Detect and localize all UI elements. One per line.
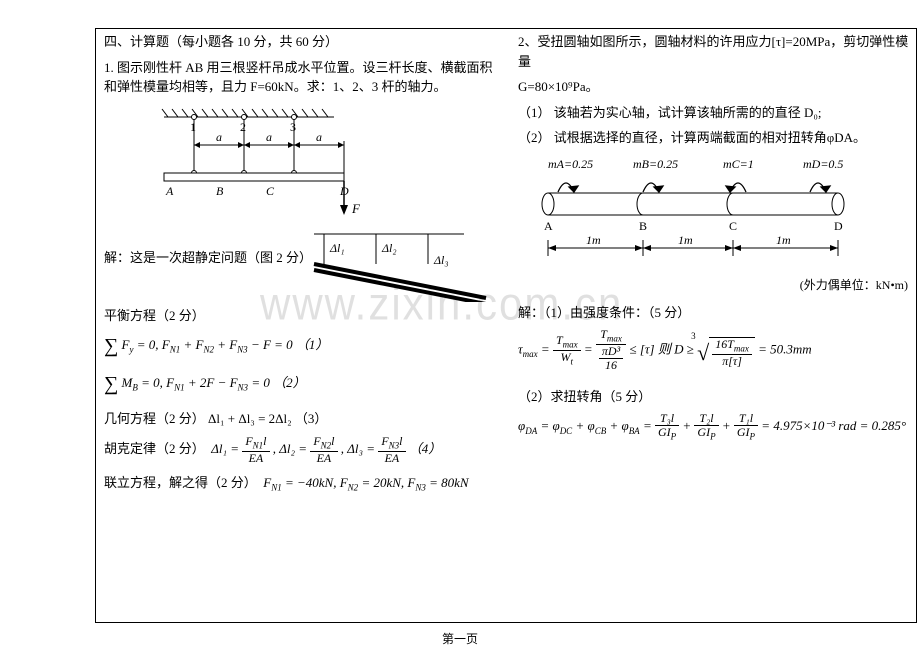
problem-1-text: 1. 图示刚性杆 AB 用三根竖杆吊成水平位置。设三杆长度、横截面积和弹性模量均… <box>104 58 504 97</box>
result-line: 联立方程，解之得（2 分） FN1 = −40kN, FN2 = 20kN, F… <box>104 473 504 495</box>
strength-eq: τmax = TmaxWt = TmaxπD³16 ≤ [τ] 则 D ≥ 3√… <box>518 328 918 373</box>
equilibrium-title: 平衡方程（2 分） <box>104 306 504 326</box>
sol-part1: 解：（1）由强度条件：（5 分） <box>518 303 918 323</box>
section-heading: 四、计算题（每小题各 10 分，共 60 分） <box>104 32 504 52</box>
question-1: （1） 该轴若为实心轴，试计算该轴所需的的直径 D₀; <box>518 103 918 123</box>
shaft-D: D <box>834 219 843 233</box>
dim-1m-3: 1m <box>776 233 791 247</box>
shaft-B: B <box>639 219 647 233</box>
figure-shaft-svg: mA=0.25 mB=0.25 mC=1 mD=0.5 A B C D <box>518 156 908 276</box>
eq-2: ∑ MB = 0, FN1 + 2F − FN3 = 0 （2） <box>104 369 504 399</box>
dl3-label: Δl₃ <box>433 253 449 267</box>
figure-1: 1 2 3 a a a A B C D F <box>144 103 504 218</box>
shaft-C: C <box>729 219 737 233</box>
dim-1m-1: 1m <box>586 233 601 247</box>
rod-2-label: 2 <box>240 120 246 134</box>
hooke-eq: 胡克定律（2 分） Δl₁ = FN1lEA , Δl₂ = FN2lEA , … <box>104 435 504 465</box>
page-footer: 第一页 <box>0 630 920 647</box>
point-B: B <box>216 184 224 198</box>
point-C: C <box>266 184 275 198</box>
dim-1m-2: 1m <box>678 233 693 247</box>
rod-3-label: 3 <box>290 120 296 134</box>
question-2: （2） 试根据选择的直径，计算两端截面的相对扭转角φDA。 <box>518 128 918 148</box>
mC-label: mC=1 <box>723 157 754 171</box>
dl1-label: Δl₁ <box>329 241 345 255</box>
mD-label: mD=0.5 <box>803 157 843 171</box>
unit-note: (外力偶单位：kN•m) <box>518 276 918 293</box>
point-A: A <box>165 184 174 198</box>
figure-2-svg: Δl₁ Δl₂ Δl₃ <box>294 220 504 302</box>
shaft-A: A <box>544 219 553 233</box>
dim-a3: a <box>316 130 322 144</box>
mB-label: mB=0.25 <box>633 157 678 171</box>
point-D: D <box>339 184 349 198</box>
sol-part2: （2）求扭转角（5 分） <box>518 387 918 407</box>
geom-eq: 几何方程（2 分） Δl₁ + Δl₃ = 2Δl₂ （3） <box>104 409 504 429</box>
problem-2-text-a: 2、受扭圆轴如图所示，圆轴材料的许用应力[τ]=20MPa，剪切弹性模量 <box>518 32 918 71</box>
figure-1-svg: 1 2 3 a a a A B C D F <box>144 103 374 218</box>
dl2-label: Δl₂ <box>381 241 397 255</box>
angle-eq: φDA = φDC + φCB + φBA = T₃lGIP + T₂lGIP … <box>518 412 918 442</box>
dim-a2: a <box>266 130 272 144</box>
mA-label: mA=0.25 <box>548 157 593 171</box>
solution-intro: 解：这是一次超静定问题（图 2 分） <box>104 248 312 268</box>
problem-2-text-b: G=80×10⁹Pa。 <box>518 77 918 97</box>
left-column: 四、计算题（每小题各 10 分，共 60 分） 1. 图示刚性杆 AB 用三根竖… <box>104 32 504 501</box>
eq-1: ∑ Fy = 0, FN1 + FN2 + FN3 − F = 0 （1） <box>104 331 504 361</box>
figure-shaft: mA=0.25 mB=0.25 mC=1 mD=0.5 A B C D <box>518 156 918 293</box>
right-column: 2、受扭圆轴如图所示，圆轴材料的许用应力[τ]=20MPa，剪切弹性模量 G=8… <box>518 32 918 449</box>
force-F: F <box>351 201 361 216</box>
dim-a1: a <box>216 130 222 144</box>
rod-1-label: 1 <box>190 120 196 134</box>
